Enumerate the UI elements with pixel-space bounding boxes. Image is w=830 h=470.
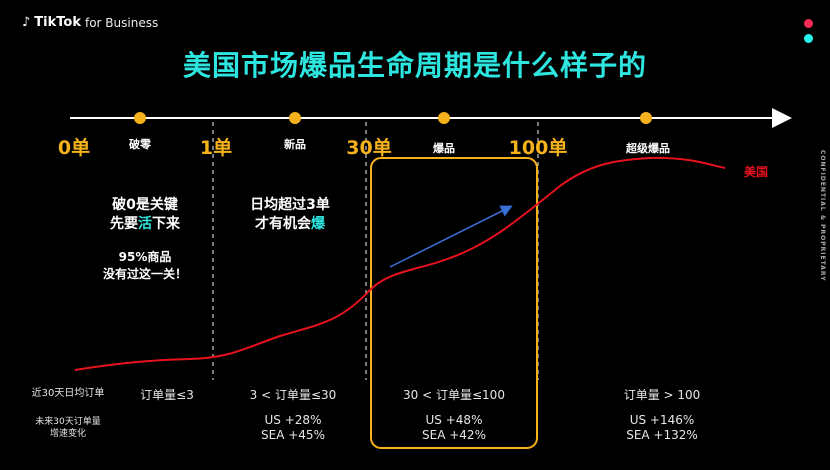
- highlight-box-baopin: [370, 157, 538, 449]
- message-break-zero: 破0是关键 先要活下来: [110, 197, 180, 232]
- milestone-0: 0单: [57, 137, 91, 159]
- milestone-30: 30单: [346, 137, 392, 159]
- stage-dot-pojing: [134, 112, 146, 124]
- stage-label-pojing: 破零: [129, 138, 151, 151]
- red-dot-icon: [804, 19, 813, 28]
- stage-label-xinpin: 新品: [284, 138, 306, 151]
- brand-name: TikTok: [34, 15, 81, 30]
- condition-stage-2: 3 < 订单量≤30: [249, 388, 337, 402]
- series-label-us: 美国: [744, 165, 769, 179]
- condition-stage-4: 订单量 > 100: [623, 388, 701, 402]
- growth-stage-2: US +28% SEA +45%: [261, 413, 325, 442]
- milestone-1: 1单: [199, 137, 233, 159]
- milestone-100: 100单: [508, 137, 568, 159]
- message-95-percent: 95%商品 没有过这一关！: [102, 250, 188, 281]
- trend-arrow: [389, 205, 513, 268]
- growth-curve-us: [74, 156, 726, 371]
- condition-stage-3: 30 < 订单量≤100: [403, 388, 505, 402]
- row-label-daily-orders: 近30天日均订单: [31, 388, 105, 399]
- tiktok-note-icon: ♪: [22, 15, 31, 30]
- stage-dot-chaoji: [640, 112, 652, 124]
- confidential-sidebar: CONFIDENTIAL & PROPRIETARY: [819, 150, 826, 282]
- brand-suffix: for Business: [84, 15, 159, 30]
- page-title: 美国市场爆品生命周期是什么样子的: [182, 49, 647, 82]
- stage-label-baopin: 爆品: [433, 142, 455, 155]
- condition-stage-1: 订单量≤3: [140, 388, 194, 402]
- message-three-per-day: 日均超过3单 才有机会爆: [250, 197, 330, 232]
- growth-stage-3: US +48% SEA +42%: [422, 413, 486, 442]
- stage-dot-xinpin: [289, 112, 301, 124]
- stage-label-chaoji: 超级爆品: [626, 142, 670, 155]
- brand-logo: ♪ TikTok for Business: [22, 15, 158, 30]
- cyan-dot-icon: [804, 34, 813, 43]
- row-label-growth: 未来30天订单量 增速变化: [35, 417, 101, 439]
- stage-dot-baopin: [438, 112, 450, 124]
- growth-stage-4: US +146% SEA +132%: [626, 413, 698, 442]
